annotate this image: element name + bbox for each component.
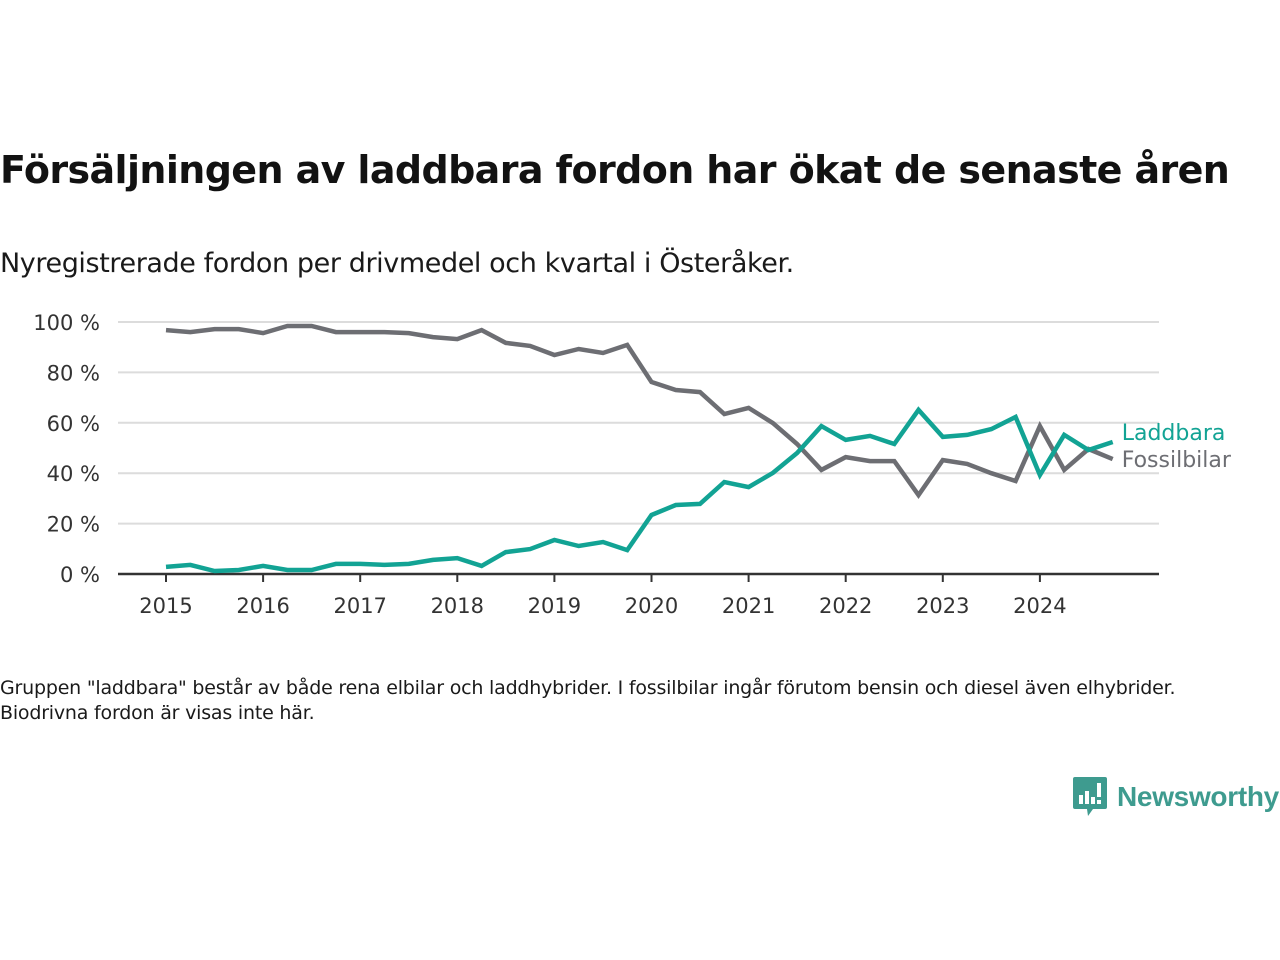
x-tick-label: 2015 xyxy=(139,594,192,618)
brand-logo[interactable]: Newsworthy xyxy=(1073,777,1279,817)
series-label-fossilbilar: Fossilbilar xyxy=(1122,448,1232,473)
series-label-laddbara: Laddbara xyxy=(1122,421,1226,446)
y-tick-label: 60 % xyxy=(47,412,100,436)
line-chart: 0 %20 %40 %60 %80 %100 % 2015 2016 2017 201… xyxy=(33,311,1232,618)
chart-title: Försäljningen av laddbara fordon har öka… xyxy=(0,148,1230,192)
series-line-laddbara xyxy=(165,406,1114,574)
y-tick-label: 80 % xyxy=(47,361,100,385)
x-tick-label: 2022 xyxy=(819,594,872,618)
brand-name: Newsworthy xyxy=(1117,781,1279,812)
series-line-fossilbilar xyxy=(165,323,1114,500)
x-tick-label: 2023 xyxy=(916,594,969,618)
y-tick-label: 0 % xyxy=(60,563,100,587)
x-axis: 2015 2016 2017 2018 2019 2020 2021 2022 2023 2024 xyxy=(118,572,1159,618)
footnote: Gruppen "laddbara" består av både rena e… xyxy=(0,677,1176,724)
x-tick-label: 2019 xyxy=(528,594,581,618)
x-tick-label: 2020 xyxy=(625,594,678,618)
y-tick-label: 40 % xyxy=(47,462,100,486)
x-tick-label: 2018 xyxy=(431,594,484,618)
y-axis-tick-labels: 0 % 20 % 40 % 60 % 80 % 100 % xyxy=(33,311,100,587)
y-tick-label: 20 % xyxy=(47,513,100,537)
newsworthy-logo-icon xyxy=(1073,777,1107,816)
x-tick-label: 2024 xyxy=(1013,594,1066,618)
chart-subtitle: Nyregistrerade fordon per drivmedel och … xyxy=(0,248,794,279)
x-tick-label: 2017 xyxy=(333,594,386,618)
y-tick-label: 100 % xyxy=(33,311,100,335)
x-tick-label: 2021 xyxy=(722,594,775,618)
x-tick-label: 2016 xyxy=(236,594,289,618)
series-lines xyxy=(165,323,1114,574)
